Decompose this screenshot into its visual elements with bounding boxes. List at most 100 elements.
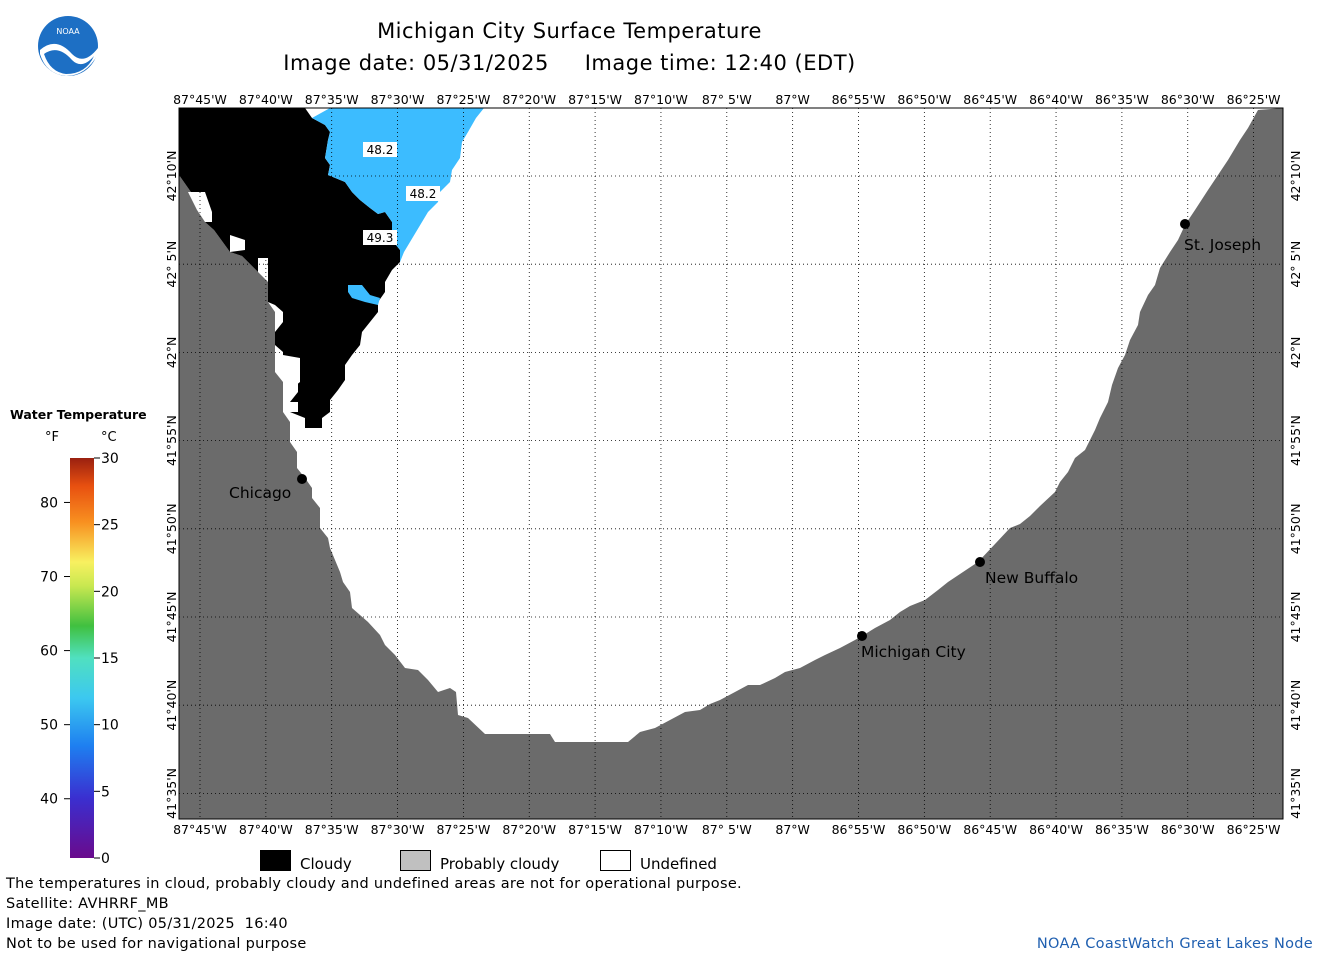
celsius-tick: 30: [101, 451, 119, 467]
temp-label: 49.3: [363, 230, 397, 245]
map-frame: [178, 107, 1284, 820]
longitude-label: 87° 5'W: [702, 92, 752, 107]
latitude-labels-right: 42°10'N 42° 5'N 42°N 41°55'N 41°50'N 41°45'N 4…: [1288, 151, 1303, 819]
longitude-label: 86°35'W: [1095, 822, 1149, 837]
latitude-label: 41°55'N: [1288, 415, 1303, 466]
city-marker: Michigan City: [857, 631, 966, 661]
fahrenheit-tick: 60: [40, 644, 58, 660]
celsius-tick: 25: [101, 518, 119, 534]
latitude-label: 41°50'N: [164, 503, 179, 554]
latitude-label: 41°40'N: [1288, 680, 1303, 731]
cloudy-label: Cloudy: [300, 855, 352, 873]
longitude-label: 86°30'W: [1161, 92, 1215, 107]
page-title: Michigan City Surface Temperature: [377, 19, 762, 43]
utc-date: Image date: (UTC) 05/31/2025 16:40: [6, 916, 288, 932]
latitude-label: 41°45'N: [1288, 592, 1303, 643]
svg-text:48.2: 48.2: [410, 187, 437, 201]
water-temp-patch: [348, 285, 380, 305]
longitude-label: 87°45'W: [173, 822, 227, 837]
longitude-label: 87°40'W: [239, 92, 293, 107]
longitude-label: 87°45'W: [173, 92, 227, 107]
latitude-label: 42°10'N: [164, 151, 179, 202]
undefined-gap: [283, 355, 300, 390]
longitude-label: 87°15'W: [568, 92, 622, 107]
cloudy-swatch: [260, 850, 291, 871]
cloud-region: [179, 108, 400, 428]
fahrenheit-tick: 80: [40, 495, 58, 511]
longitude-label: 87°35'W: [305, 822, 359, 837]
undefined-swatch: [600, 850, 631, 871]
latitude-label: 41°35'N: [164, 768, 179, 819]
graticule: [179, 108, 1283, 819]
disclaimer: The temperatures in cloud, probably clou…: [6, 876, 742, 892]
longitude-label: 86°40'W: [1029, 92, 1083, 107]
undefined-gap: [290, 402, 298, 412]
longitude-label: 87°25'W: [436, 822, 490, 837]
latitude-labels-left: 42°10'N 42° 5'N 42°N 41°55'N 41°50'N 41°45'N 4…: [164, 151, 179, 819]
legend-title: Water Temperature: [10, 407, 147, 422]
latitude-label: 41°35'N: [1288, 768, 1303, 819]
latitude-label: 42° 5'N: [1288, 241, 1303, 288]
svg-text:Michigan City: Michigan City: [861, 643, 966, 661]
longitude-labels-top: 87°45'W 87°40'W 87°35'W 87°30'W 87°25'W 87°20…: [173, 92, 1280, 107]
navigation-note: Not to be used for navigational purpose: [6, 936, 307, 952]
longitude-label: 87°W: [775, 822, 810, 837]
unit-fahrenheit: °F: [45, 430, 59, 445]
water-temp-region: [312, 108, 484, 262]
probably-cloudy-swatch: [400, 850, 431, 871]
longitude-label: 86°55'W: [832, 92, 886, 107]
fahrenheit-tick: 70: [40, 570, 58, 586]
probably-cloudy-label: Probably cloudy: [440, 855, 560, 873]
longitude-label: 87°20'W: [502, 92, 556, 107]
image-date-line: Image date: 05/31/2025 Image time: 12:40…: [283, 51, 856, 75]
city-marker: St. Joseph: [1180, 219, 1261, 254]
longitude-label: 86°35'W: [1095, 92, 1149, 107]
longitude-label: 87°30'W: [371, 92, 425, 107]
longitude-label: 87°W: [775, 92, 810, 107]
celsius-tick: 0: [101, 851, 110, 867]
city-marker: New Buffalo: [975, 557, 1078, 587]
temperature-color-bar: [70, 458, 94, 858]
longitude-label: 87°35'W: [305, 92, 359, 107]
latitude-label: 41°50'N: [1288, 503, 1303, 554]
satellite: Satellite: AVHRRF_MB: [6, 896, 169, 912]
longitude-label: 86°25'W: [1227, 822, 1281, 837]
latitude-label: 41°40'N: [164, 680, 179, 731]
longitude-label: 87° 5'W: [702, 822, 752, 837]
svg-text:Chicago: Chicago: [229, 484, 291, 502]
noaa-logo: NOAA: [38, 16, 98, 76]
temp-label: 48.2: [363, 142, 397, 157]
longitude-label: 87°25'W: [436, 92, 490, 107]
color-bar-ticks: 40 50 60 70 80 0 5 10 15 20 25 30: [40, 451, 119, 867]
fahrenheit-tick: 40: [40, 792, 58, 808]
longitude-label: 86°50'W: [897, 822, 951, 837]
latitude-label: 41°45'N: [164, 592, 179, 643]
celsius-tick: 15: [101, 651, 119, 667]
longitude-label: 87°10'W: [634, 822, 688, 837]
city-marker: Chicago: [229, 474, 307, 502]
longitude-labels-bottom: 87°45'W 87°40'W 87°35'W 87°30'W 87°25'W 87°20…: [173, 822, 1280, 837]
longitude-label: 87°20'W: [502, 822, 556, 837]
longitude-label: 86°55'W: [832, 822, 886, 837]
svg-text:48.2: 48.2: [367, 143, 394, 157]
celsius-tick: 20: [101, 584, 119, 600]
latitude-label: 42° 5'N: [164, 241, 179, 288]
unit-celsius: °C: [101, 430, 117, 445]
latitude-label: 41°55'N: [164, 415, 179, 466]
temp-label: 48.2: [406, 186, 440, 201]
undefined-gap: [188, 192, 212, 222]
longitude-label: 86°45'W: [963, 822, 1017, 837]
longitude-label: 86°45'W: [963, 92, 1017, 107]
credit-link[interactable]: NOAA CoastWatch Great Lakes Node: [1036, 936, 1313, 952]
land-mass: [179, 108, 1283, 819]
longitude-label: 87°40'W: [239, 822, 293, 837]
fahrenheit-tick: 50: [40, 718, 58, 734]
undefined-gap: [230, 235, 245, 252]
latitude-label: 42°10'N: [1288, 151, 1303, 202]
celsius-tick: 10: [101, 718, 119, 734]
longitude-label: 87°10'W: [634, 92, 688, 107]
logo-text: NOAA: [56, 27, 80, 36]
svg-text:St. Joseph: St. Joseph: [1184, 236, 1261, 254]
undefined-label: Undefined: [640, 855, 717, 873]
